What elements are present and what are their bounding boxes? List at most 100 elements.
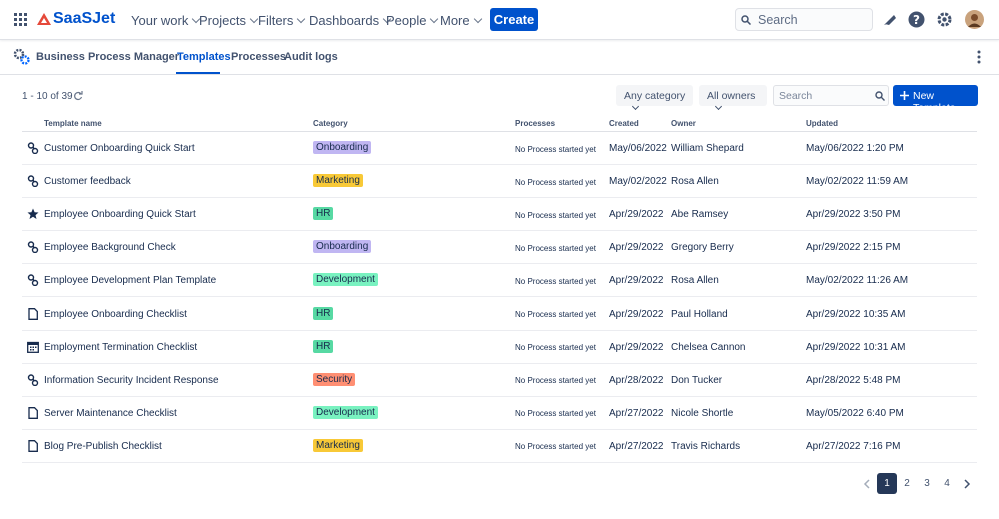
updated-cell: Apr/29/2022 2:15 PM — [806, 242, 901, 254]
table-row[interactable]: Server Maintenance Checklist Development N… — [22, 397, 977, 430]
table-row[interactable]: Blog Pre-Publish Checklist Marketing No Pr… — [22, 430, 977, 463]
template-name[interactable]: Customer feedback — [44, 176, 131, 188]
page-button[interactable]: 2 — [904, 478, 910, 489]
new-template-button[interactable]: New Template — [893, 85, 978, 114]
category-tag: HR — [313, 207, 334, 221]
help-icon[interactable]: ? — [908, 11, 925, 28]
table-row[interactable]: Employee Background Check Onboarding No Pr… — [22, 231, 977, 265]
owner-cell: Abe Ramsey — [671, 209, 729, 221]
template-name[interactable]: Employee Development Plan Template — [44, 275, 217, 287]
logo-icon — [37, 13, 51, 25]
category-tag: Development — [313, 273, 378, 287]
category-tag: Marketing — [313, 174, 363, 188]
template-icon — [28, 406, 38, 419]
table-row[interactable]: Employment Termination Checklist HR No Pro… — [22, 331, 977, 364]
app-icon — [13, 48, 30, 65]
template-name[interactable]: Information Security Incident Response — [44, 374, 219, 386]
processes-cell: No Process started yet — [515, 343, 596, 353]
tab[interactable]: Processes — [231, 51, 287, 63]
page-button[interactable]: 3 — [924, 478, 930, 489]
owner-cell: Travis Richards — [671, 440, 741, 452]
created-cell: Apr/29/2022 — [609, 209, 664, 221]
processes-cell: No Process started yet — [515, 409, 596, 419]
logo-text[interactable]: SaaSJet — [53, 10, 116, 27]
table-row[interactable]: Employee Onboarding Quick Start HR No Proc… — [22, 198, 977, 232]
table-row[interactable]: Employee Development Plan Template Develo… — [22, 264, 977, 298]
category-tag: Onboarding — [313, 240, 372, 254]
updated-cell: Apr/29/2022 3:50 PM — [806, 209, 901, 221]
search-icon — [875, 91, 885, 101]
page-button[interactable]: 1 — [877, 473, 897, 494]
refresh-icon[interactable] — [73, 91, 83, 101]
updated-cell: Apr/29/2022 10:31 AM — [806, 341, 906, 353]
template-name[interactable]: Customer Onboarding Quick Start — [44, 143, 195, 154]
nav-item[interactable]: People — [386, 13, 437, 28]
table-row[interactable]: Customer feedback Marketing No Process sta… — [22, 165, 977, 199]
template-name[interactable]: Server Maintenance Checklist — [44, 407, 177, 419]
column-header[interactable]: Updated — [806, 119, 838, 128]
updated-cell: Apr/29/2022 10:35 AM — [806, 308, 906, 320]
tab[interactable]: Templates — [177, 51, 231, 63]
column-header: Processes — [515, 119, 556, 128]
owner-filter[interactable]: All owners — [699, 85, 767, 106]
template-icon — [27, 373, 39, 386]
table-row[interactable]: Customer Onboarding Quick Start Onboardin… — [22, 132, 977, 165]
processes-cell: No Process started yet — [515, 144, 596, 154]
template-search[interactable]: Search — [773, 85, 889, 106]
category-tag: Onboarding — [313, 141, 372, 154]
template-name[interactable]: Employee Onboarding Quick Start — [44, 209, 196, 221]
tab[interactable]: Audit logs — [284, 51, 338, 63]
owner-cell: Don Tucker — [671, 374, 723, 386]
nav-item[interactable]: Projects — [199, 13, 257, 28]
app-switcher[interactable] — [14, 13, 27, 26]
next-page[interactable] — [963, 479, 971, 489]
category-tag: Marketing — [313, 438, 363, 452]
column-header[interactable]: Category — [313, 119, 348, 128]
template-name[interactable]: Blog Pre-Publish Checklist — [44, 440, 162, 452]
column-header[interactable]: Template name — [44, 119, 102, 128]
search-input[interactable]: Search — [735, 8, 873, 31]
page-button[interactable]: 4 — [944, 478, 950, 489]
notifications-icon[interactable] — [882, 12, 897, 27]
template-icon — [28, 439, 38, 452]
owner-cell: Rosa Allen — [671, 275, 719, 287]
column-header[interactable]: Created — [609, 119, 639, 128]
sub-nav: Business Process Manager Templates Proce… — [0, 40, 999, 75]
table-row[interactable]: Information Security Incident Response Se… — [22, 364, 977, 397]
template-name[interactable]: Employment Termination Checklist — [44, 341, 198, 353]
created-cell: Apr/27/2022 — [609, 440, 664, 452]
created-cell: Apr/27/2022 — [609, 407, 664, 419]
updated-cell: May/02/2022 11:26 AM — [806, 275, 909, 287]
more-menu[interactable] — [976, 49, 982, 65]
avatar[interactable] — [965, 10, 984, 29]
created-cell: May/06/2022 — [609, 143, 667, 154]
column-header[interactable]: Owner — [671, 119, 696, 128]
template-icon — [27, 208, 39, 220]
template-icon — [27, 341, 39, 353]
template-name[interactable]: Employee Background Check — [44, 242, 176, 254]
template-icon — [27, 241, 39, 254]
category-filter[interactable]: Any category — [616, 85, 693, 106]
top-nav: SaaSJet Your work Projects Filters Dashb… — [0, 0, 999, 40]
created-cell: Apr/29/2022 — [609, 242, 664, 254]
table-row[interactable]: Employee Onboarding Checklist HR No Proces… — [22, 298, 977, 331]
template-icon — [27, 142, 39, 154]
processes-cell: No Process started yet — [515, 177, 596, 187]
nav-item[interactable]: Your work — [131, 13, 199, 28]
owner-cell: Paul Holland — [671, 308, 728, 320]
created-cell: Apr/29/2022 — [609, 308, 664, 320]
settings-icon[interactable] — [936, 11, 953, 28]
create-button[interactable]: Create — [490, 8, 538, 31]
nav-item[interactable]: More — [440, 13, 481, 28]
updated-cell: Apr/28/2022 5:48 PM — [806, 374, 901, 386]
nav-item[interactable]: Dashboards — [309, 13, 390, 28]
processes-cell: No Process started yet — [515, 376, 596, 386]
updated-cell: May/05/2022 6:40 PM — [806, 407, 904, 419]
prev-page[interactable] — [863, 479, 871, 489]
result-range: 1 - 10 of 39 — [22, 91, 73, 102]
template-name[interactable]: Employee Onboarding Checklist — [44, 308, 187, 320]
updated-cell: Apr/27/2022 7:16 PM — [806, 440, 901, 452]
nav-item[interactable]: Filters — [258, 13, 304, 28]
owner-cell: William Shepard — [671, 143, 744, 154]
